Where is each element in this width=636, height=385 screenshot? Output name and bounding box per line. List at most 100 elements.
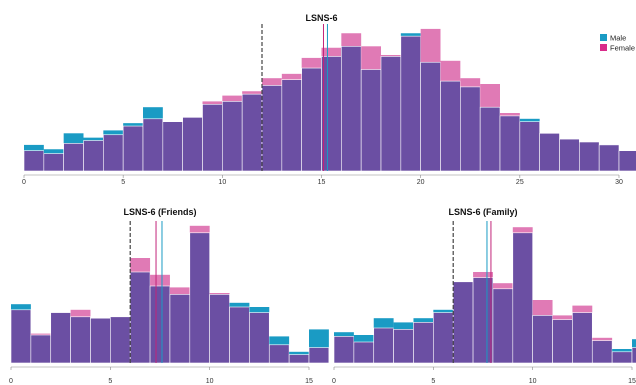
chart-title: LSNS-6 (305, 13, 337, 23)
bar-female-excess (242, 91, 262, 95)
x-tick-label: 20 (417, 179, 425, 186)
bar-female-excess (480, 84, 500, 108)
bar-female-excess (262, 78, 282, 86)
bar-male-excess (612, 349, 632, 352)
bar-overlap (393, 329, 414, 364)
bar-female-excess (381, 55, 401, 57)
bar-overlap (110, 316, 131, 364)
bar-male-excess (373, 318, 394, 328)
bar-male-excess (123, 123, 143, 127)
bar-overlap (261, 85, 283, 172)
bar-overlap (559, 138, 580, 172)
bar-overlap (30, 334, 52, 364)
bar-female-excess (460, 78, 481, 87)
bar-overlap (122, 125, 144, 172)
bar-overlap (308, 347, 330, 364)
bar-overlap (222, 101, 243, 172)
bar-female-excess (572, 305, 593, 313)
legend-label: Male (610, 34, 626, 43)
bar-overlap (288, 354, 310, 364)
bar-overlap (598, 144, 620, 172)
bar-overlap (209, 294, 230, 364)
bar-male-excess (83, 137, 104, 141)
bar-overlap (90, 317, 111, 364)
bar-male-excess (249, 307, 270, 313)
bar-overlap (499, 115, 521, 172)
chart-title: LSNS-6 (Friends) (123, 207, 196, 217)
bar-male-excess (229, 302, 250, 307)
bar-female-excess (592, 337, 613, 341)
bar-overlap (70, 316, 91, 364)
bar-overlap (142, 118, 164, 172)
bar-overlap (433, 312, 454, 364)
bar-female-excess (130, 258, 151, 272)
bar-female-excess (202, 101, 223, 105)
bar-overlap (83, 140, 104, 172)
bar-female-excess (150, 274, 170, 286)
bar-male-excess (289, 351, 309, 355)
histogram-panel-2: LSNS-6 (Family) 0 5 10 15 (332, 207, 636, 385)
bar-overlap (182, 117, 203, 172)
histogram-panel-0: LSNS-6 0 5 10 15 20 25 30 (22, 13, 636, 186)
legend-label: Female (610, 44, 635, 53)
x-tick-label: 30 (615, 179, 623, 186)
bar-male-excess (143, 107, 163, 119)
bar-overlap (512, 232, 533, 364)
bar-male-excess (269, 336, 290, 345)
bar-female-excess (512, 227, 533, 233)
bar-male-excess (11, 304, 31, 310)
bar-overlap (519, 121, 540, 172)
bar-overlap (189, 232, 210, 364)
bar-overlap (611, 351, 633, 364)
bar-overlap (202, 104, 223, 172)
bar-overlap (169, 294, 191, 364)
bar-overlap (539, 133, 560, 172)
bar-overlap (492, 288, 514, 364)
bar-male-excess (103, 130, 124, 135)
bar-overlap (400, 35, 421, 172)
bar-male-excess (519, 118, 540, 122)
bar-female-excess (301, 57, 322, 69)
bar-male-excess (400, 33, 421, 37)
x-tick-label: 5 (108, 378, 112, 385)
bar-male-excess (433, 309, 454, 313)
bar-overlap (43, 153, 64, 172)
bar-female-excess (492, 283, 513, 289)
bar-female-excess (70, 309, 91, 317)
x-tick-label: 25 (516, 179, 524, 186)
bar-overlap (10, 309, 32, 364)
bar-overlap (440, 80, 461, 172)
bar-female-excess (321, 47, 342, 57)
bar-overlap (353, 341, 375, 364)
bar-overlap (50, 312, 71, 364)
bar-female-excess (281, 73, 302, 80)
bar-overlap (579, 141, 600, 172)
x-tick-label: 15 (628, 378, 636, 385)
bar-male-excess (413, 318, 434, 323)
bar-overlap (591, 340, 613, 364)
bar-male-excess (334, 332, 354, 337)
bar-overlap (631, 347, 636, 364)
bar-overlap (249, 312, 270, 364)
bar-female-excess (440, 60, 461, 82)
bar-overlap (229, 306, 250, 364)
bar-female-excess (30, 333, 51, 335)
bar-overlap (572, 312, 593, 364)
bar-female-excess (532, 300, 553, 316)
x-tick-label: 0 (332, 378, 336, 385)
legend-swatch (600, 34, 607, 41)
bar-overlap (63, 143, 84, 172)
bar-overlap (420, 61, 441, 172)
bar-overlap (341, 45, 362, 172)
bar-overlap (129, 271, 151, 364)
x-tick-label: 0 (9, 378, 13, 385)
bar-female-excess (361, 46, 381, 70)
bar-overlap (452, 281, 474, 364)
x-tick-label: 10 (206, 378, 214, 385)
bar-female-excess (341, 33, 362, 47)
x-tick-label: 5 (121, 179, 125, 186)
bar-overlap (103, 134, 124, 172)
bar-male-excess (309, 329, 329, 348)
bar-female-excess (552, 315, 573, 320)
